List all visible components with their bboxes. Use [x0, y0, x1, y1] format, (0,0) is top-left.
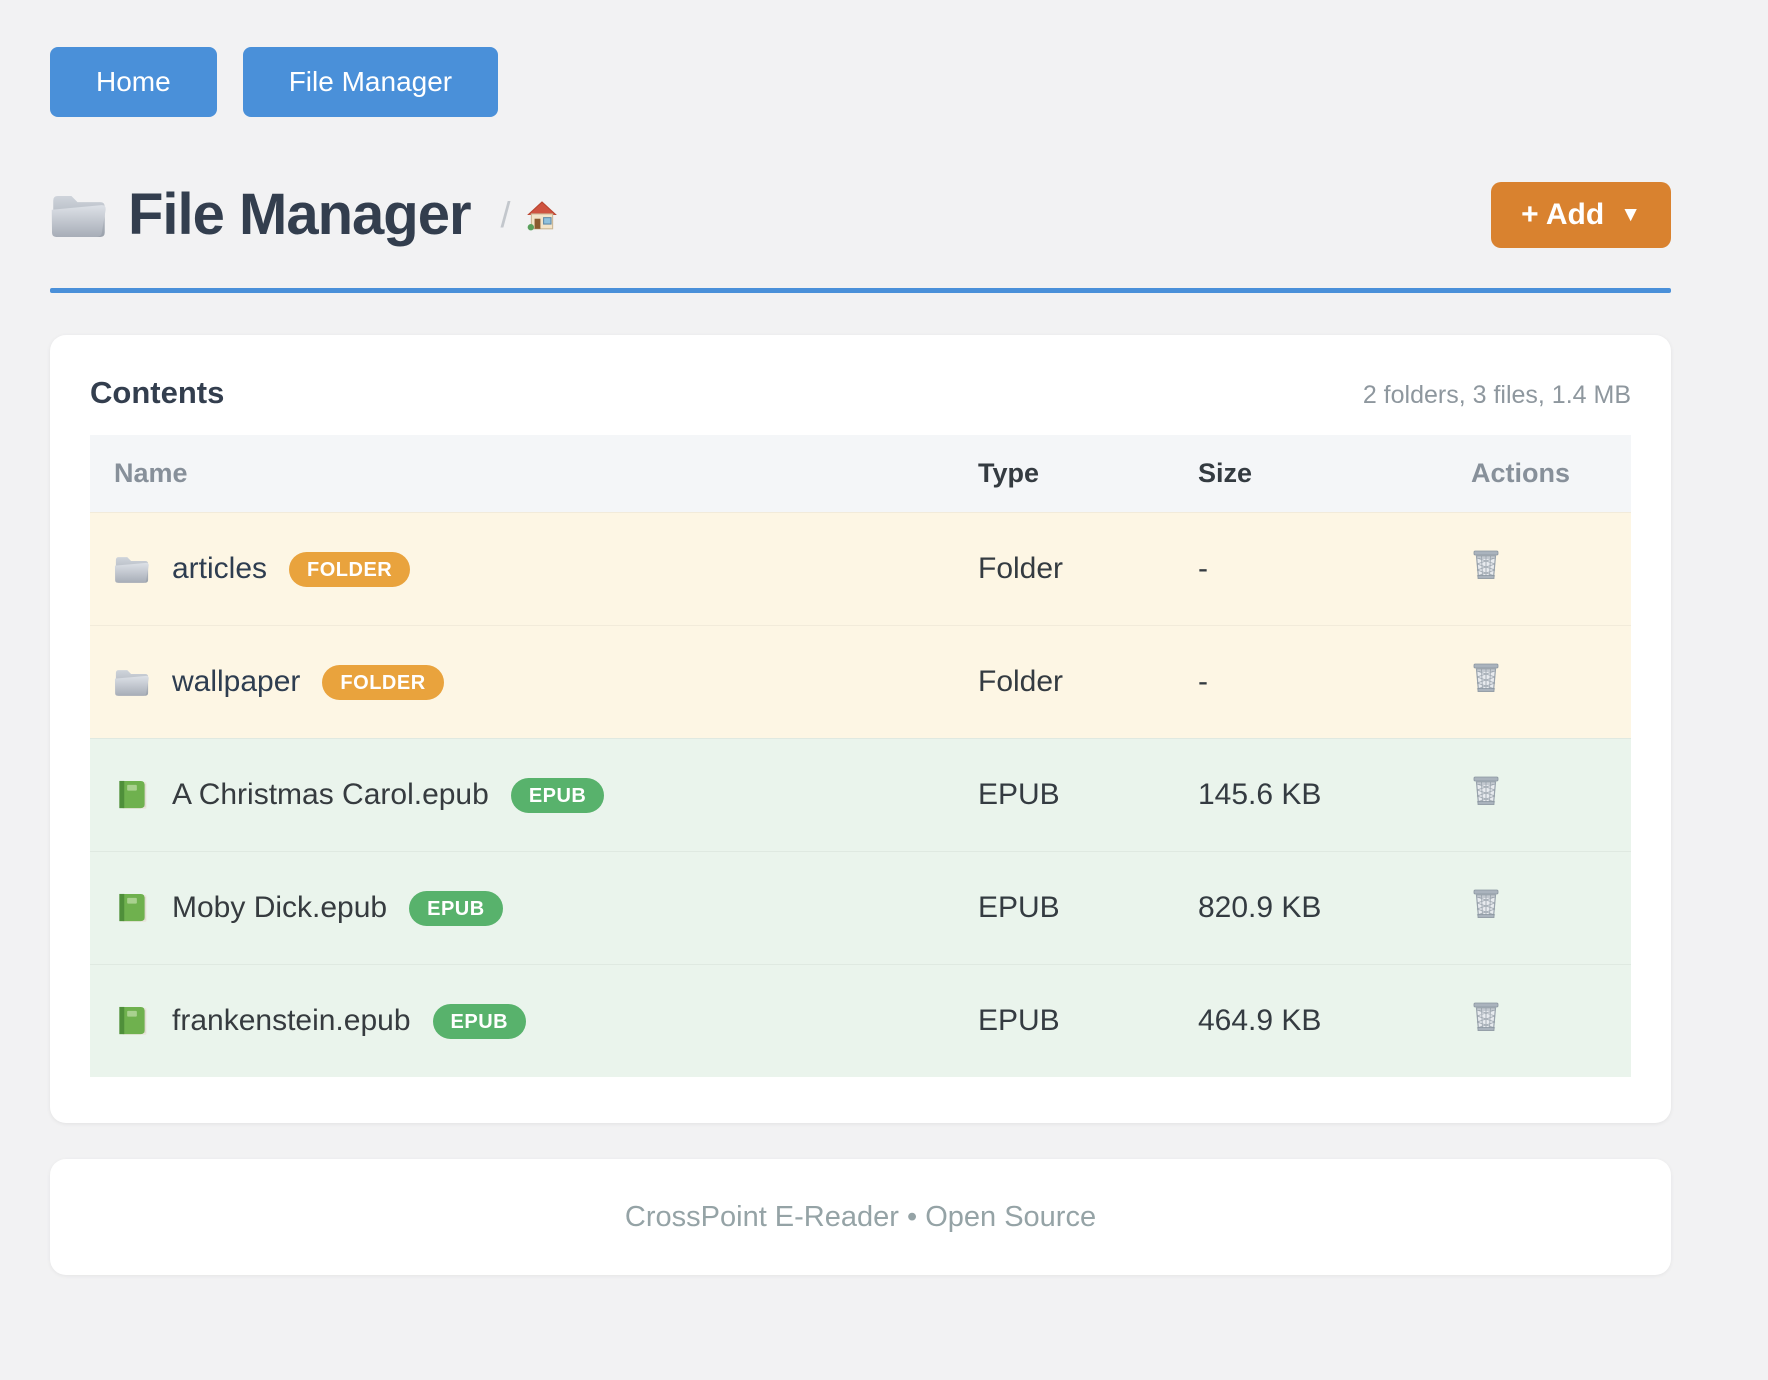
- type-cell: EPUB: [978, 1004, 1060, 1037]
- file-link[interactable]: Moby Dick.epub: [172, 891, 388, 924]
- size-cell: 145.6 KB: [1198, 778, 1322, 811]
- footer-text: CrossPoint E-Reader • Open Source: [624, 1200, 1097, 1233]
- epub-badge: EPUB: [432, 1003, 527, 1039]
- size-cell: -: [1198, 552, 1208, 585]
- table-row: articles FOLDER Folder -: [90, 512, 1631, 625]
- breadcrumb-separator: /: [500, 193, 511, 235]
- size-cell: 820.9 KB: [1198, 891, 1322, 924]
- epub-badge: EPUB: [409, 890, 503, 926]
- contents-header: Contents 2 folders, 3 files, 1.4 MB: [90, 375, 1631, 411]
- table-row: Moby Dick.epub EPUB EPUB 820.9 KB: [90, 851, 1631, 964]
- home-button[interactable]: Home: [50, 47, 217, 117]
- epub-badge: EPUB: [510, 777, 605, 813]
- trash-icon: [1473, 663, 1499, 693]
- trash-icon: [1473, 889, 1499, 919]
- table-row: A Christmas Carol.epub EPUB EPUB 145.6 K…: [90, 738, 1631, 851]
- column-header-size: Size: [1198, 458, 1253, 488]
- header-divider: [50, 288, 1671, 293]
- contents-summary: 2 folders, 3 files, 1.4 MB: [1362, 381, 1631, 409]
- file-link[interactable]: frankenstein.epub: [172, 1004, 411, 1037]
- type-cell: EPUB: [978, 891, 1060, 924]
- page-title: File Manager: [128, 182, 472, 247]
- top-nav: Home File Manager: [50, 47, 1671, 117]
- file-manager-button[interactable]: File Manager: [242, 47, 499, 117]
- breadcrumb: /: [501, 194, 559, 236]
- trash-icon: [1473, 776, 1499, 806]
- contents-title: Contents: [90, 375, 225, 410]
- add-button-label: + Add: [1521, 197, 1605, 231]
- size-cell: 464.9 KB: [1198, 1004, 1322, 1037]
- type-cell: EPUB: [978, 778, 1060, 811]
- folder-link[interactable]: wallpaper: [172, 665, 301, 698]
- delete-button[interactable]: [1471, 549, 1501, 581]
- table-row: frankenstein.epub EPUB EPUB 464.9 KB: [90, 964, 1631, 1077]
- trash-icon: [1473, 550, 1499, 580]
- column-header-actions: Actions: [1471, 458, 1571, 488]
- size-cell: -: [1198, 665, 1208, 698]
- table-row: wallpaper FOLDER Folder -: [90, 625, 1631, 738]
- page-header: File Manager / + Add ▼: [50, 181, 1671, 248]
- house-icon[interactable]: [525, 198, 559, 232]
- folder-icon: [114, 557, 149, 583]
- folder-icon: [114, 670, 149, 696]
- green-book-icon: [119, 1006, 147, 1036]
- contents-card: Contents 2 folders, 3 files, 1.4 MB Name…: [50, 335, 1671, 1123]
- trash-icon: [1473, 1002, 1499, 1032]
- files-table: Name Type Size Actions articles FOLDER F…: [90, 435, 1631, 1077]
- delete-button[interactable]: [1471, 775, 1501, 807]
- file-link[interactable]: A Christmas Carol.epub: [172, 778, 489, 811]
- folder-badge: FOLDER: [289, 551, 411, 587]
- delete-button[interactable]: [1471, 888, 1501, 920]
- table-header-row: Name Type Size Actions: [90, 435, 1631, 512]
- type-cell: Folder: [978, 665, 1064, 698]
- type-cell: Folder: [978, 552, 1064, 585]
- folder-badge: FOLDER: [322, 664, 444, 700]
- folder-link[interactable]: articles: [172, 552, 268, 585]
- footer: CrossPoint E-Reader • Open Source: [50, 1159, 1671, 1275]
- folder-icon: [51, 195, 106, 237]
- green-book-icon: [119, 780, 147, 810]
- delete-button[interactable]: [1471, 1001, 1501, 1033]
- add-button[interactable]: + Add ▼: [1491, 181, 1671, 248]
- column-header-name: Name: [114, 458, 188, 488]
- caret-down-icon: ▼: [1620, 203, 1641, 226]
- green-book-icon: [119, 893, 147, 923]
- column-header-type: Type: [978, 458, 1040, 488]
- delete-button[interactable]: [1471, 662, 1501, 694]
